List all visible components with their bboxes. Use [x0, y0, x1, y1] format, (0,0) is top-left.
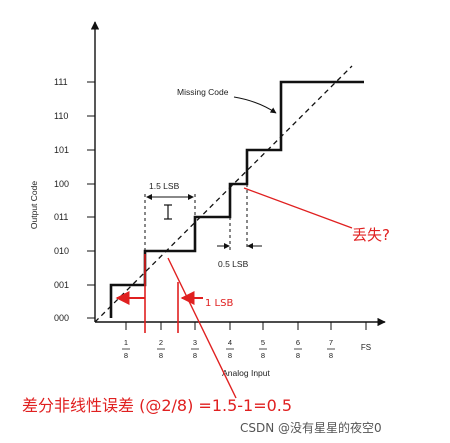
x-tick-label-fs: FS	[361, 343, 371, 352]
x-tick-numerator: 7	[329, 338, 333, 347]
lsb-0-5-arrow-left	[224, 243, 230, 249]
dnl-formula: 差分非线性误差 (@2/8) =1.5-1=0.5	[22, 396, 292, 415]
y-tick-label: 100	[54, 179, 69, 189]
x-tick-numerator: 4	[228, 338, 232, 347]
y-tick-label: 000	[54, 313, 69, 323]
lsb-1-5-arrow-left	[146, 194, 152, 200]
red-leader-line	[243, 187, 353, 229]
missing-code-leader	[233, 96, 277, 114]
x-tick-denominator: 8	[193, 351, 197, 360]
x-tick-denominator: 8	[159, 351, 163, 360]
lsb-0-5-arrow-right	[247, 243, 253, 249]
x-tick-numerator: 2	[159, 338, 163, 347]
x-tick-numerator: 3	[193, 338, 197, 347]
y-tick-label: 011	[54, 212, 68, 222]
missing-code-label: Missing Code	[177, 87, 229, 97]
ideal-transfer-line	[94, 65, 353, 323]
lsb-1-5-arrow-right	[188, 194, 194, 200]
y-tick-label: 101	[54, 145, 69, 155]
x-tick-denominator: 8	[228, 351, 232, 360]
x-tick-denominator: 8	[329, 351, 333, 360]
lsb-1-5-label: 1.5 LSB	[149, 181, 180, 191]
x-tick-denominator: 8	[124, 351, 128, 360]
actual-transfer-staircase	[109, 80, 364, 318]
lsb-1-label: 1 LSB	[205, 298, 233, 309]
x-tick-denominator: 8	[261, 351, 265, 360]
x-tick-numerator: 6	[296, 338, 300, 347]
x-tick-denominator: 8	[296, 351, 300, 360]
red-leader-line	[167, 257, 237, 399]
x-tick-numerator: 1	[124, 338, 128, 347]
y-tick-label: 111	[54, 77, 68, 87]
y-tick-label: 010	[54, 246, 69, 256]
y-tick-label: 110	[54, 111, 68, 121]
y-tick-group: 000 001 010 011 100 101 110 111	[54, 77, 95, 323]
x-axis-title: Analog Input	[222, 368, 270, 378]
y-axis-title: Output Code	[29, 181, 39, 229]
lsb-0-5-label: 0.5 LSB	[218, 259, 249, 269]
x-tick-numerator: 5	[261, 338, 265, 347]
x-tick-group: 1 8 2 8 3 8 4 8 5 8 6 8 7 8 FS	[122, 322, 371, 360]
y-tick-label: 001	[54, 280, 69, 290]
lost-label: 丢失?	[352, 226, 390, 244]
csdn-watermark: CSDN @没有星星的夜空0	[240, 420, 382, 435]
